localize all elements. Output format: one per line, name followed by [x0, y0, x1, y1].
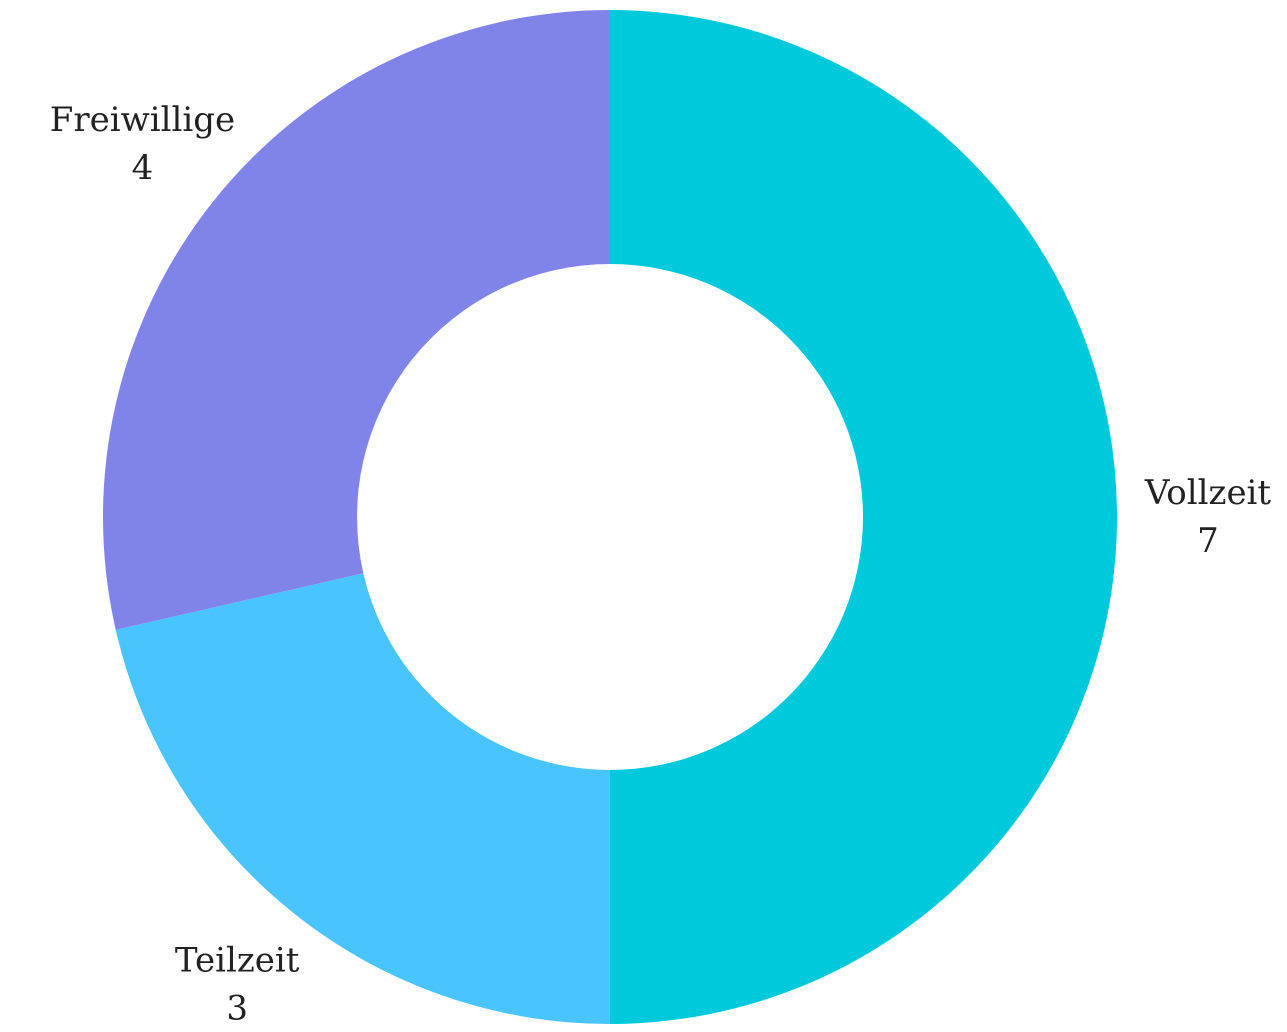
- slice-label: Freiwillige: [50, 100, 235, 140]
- donut-slice: [102, 10, 611, 630]
- slice-value: 7: [1197, 521, 1219, 561]
- slice-value: 3: [226, 989, 248, 1029]
- donut-slice: [115, 573, 610, 1024]
- slice-label: Teilzeit: [175, 941, 300, 981]
- donut-slice: [610, 10, 1117, 1024]
- slice-value: 4: [132, 148, 154, 188]
- slice-label: Vollzeit: [1144, 473, 1272, 513]
